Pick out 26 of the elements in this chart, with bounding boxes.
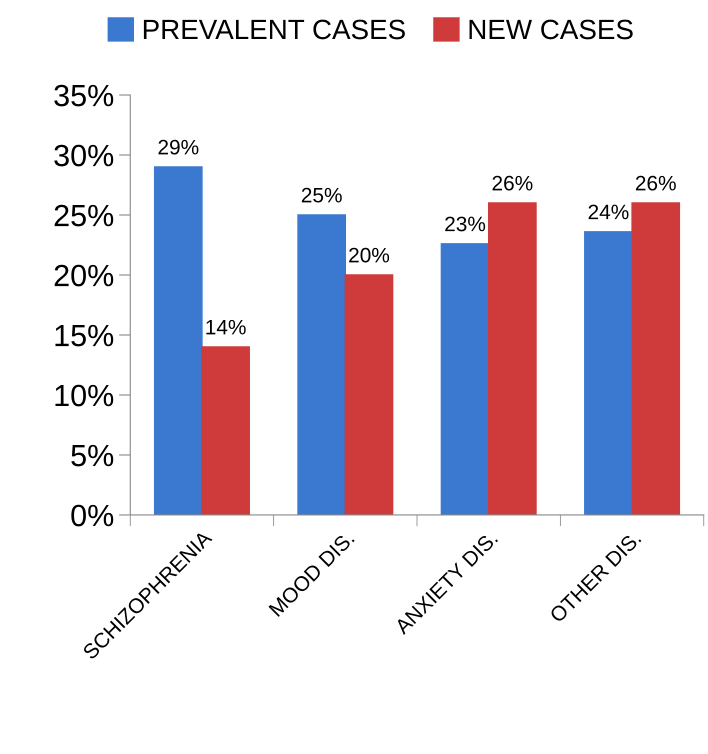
- y-tick-label: 20%: [54, 264, 114, 286]
- bar: [154, 166, 203, 515]
- bar: [631, 202, 680, 515]
- bar: [201, 346, 250, 515]
- data-label: 24%: [588, 204, 629, 220]
- legend-label: NEW CASES: [470, 20, 633, 40]
- y-tick-label: 30%: [54, 144, 114, 166]
- bar: [488, 202, 537, 515]
- y-tick-label: 15%: [55, 324, 114, 346]
- data-label: 14%: [206, 320, 246, 334]
- bar: [440, 243, 490, 515]
- bar: [344, 274, 394, 515]
- data-label: 26%: [636, 176, 676, 191]
- data-label: 29%: [158, 140, 198, 155]
- bar: [297, 214, 346, 515]
- data-label: 20%: [349, 248, 390, 263]
- bar: [584, 231, 633, 515]
- y-tick-label: 25%: [54, 204, 114, 226]
- y-tick-label: 5%: [71, 444, 114, 466]
- legend-label: PREVALENT CASES: [144, 20, 405, 40]
- y-tick-label: 0%: [71, 504, 114, 526]
- y-tick-label: 35%: [54, 84, 114, 106]
- data-label: 23%: [445, 216, 486, 232]
- data-label: 25%: [302, 188, 342, 203]
- data-label: 26%: [492, 176, 532, 191]
- y-tick-label: 10%: [55, 384, 114, 406]
